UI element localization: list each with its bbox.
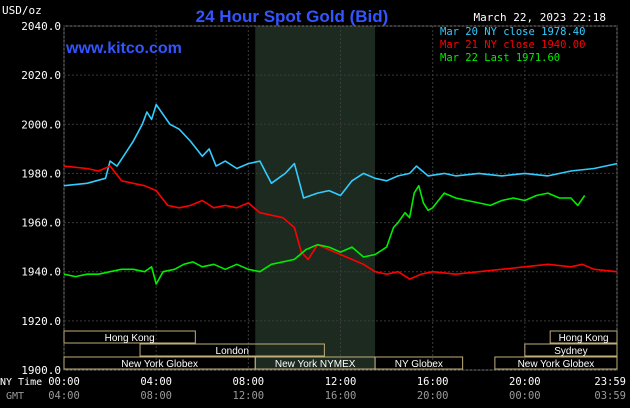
x-tick-label-ny: 16:00 (417, 376, 449, 388)
ny-time-row-label: NY Time (0, 377, 42, 388)
chart-title: 24 Hour Spot Gold (Bid) (196, 7, 389, 26)
legend-entry-mar20: Mar 20 NY close 1978.40 (440, 26, 585, 38)
x-tick-label-ny: 12:00 (325, 376, 357, 388)
y-tick-label: 2020.0 (21, 69, 61, 82)
timestamp: March 22, 2023 22:18 (474, 11, 606, 24)
x-tick-label-gmt: 00:00 (509, 390, 541, 402)
session-label: New York Globex (518, 359, 595, 370)
legend-entry-mar21: Mar 21 NY close 1940.00 (440, 39, 585, 51)
x-tick-label-ny: 20:00 (509, 376, 541, 388)
session-label: Hong Kong (105, 333, 155, 344)
session-label: NY Globex (395, 359, 443, 370)
y-tick-label: 2040.0 (21, 20, 61, 33)
x-tick-label-gmt: 16:00 (325, 390, 357, 402)
x-tick-label-ny: 23:59 (594, 376, 626, 388)
legend-entry-mar22: Mar 22 Last 1971.60 (440, 52, 560, 64)
series-line-0 (63, 103, 618, 199)
session-band (63, 330, 196, 344)
y-tick-label: 1920.0 (21, 315, 61, 328)
session-band (524, 343, 618, 357)
session-label: New York Globex (121, 359, 198, 370)
session-label: New York NYMEX (275, 359, 356, 370)
y-tick-label: 1940.0 (21, 266, 61, 279)
legend: Mar 20 NY close 1978.40 Mar 21 NY close … (440, 26, 585, 64)
y-tick-label: 1960.0 (21, 217, 61, 230)
session-band (549, 330, 618, 344)
x-tick-label-gmt: 20:00 (417, 390, 449, 402)
y-tick-label: 2000.0 (21, 118, 61, 131)
nymex-session-shade (255, 26, 376, 370)
x-tick-label-gmt: 04:00 (48, 390, 80, 402)
watermark-url: www.kitco.com (65, 40, 182, 57)
session-band (139, 343, 325, 357)
session-band (374, 356, 464, 370)
y-tick-label: 1900.0 (21, 364, 61, 377)
session-label: Hong Kong (559, 333, 609, 344)
y-axis-label: USD/oz (2, 4, 42, 17)
x-tick-label-ny: 08:00 (233, 376, 265, 388)
series-line-1 (63, 165, 618, 280)
session-label: Sydney (554, 346, 587, 357)
x-tick-label-ny: 04:00 (140, 376, 172, 388)
gmt-row-label: GMT (6, 391, 24, 402)
x-tick-label-gmt: 03:59 (594, 390, 626, 402)
session-band (494, 356, 618, 370)
y-tick-label: 1980.0 (21, 167, 61, 180)
x-tick-label-gmt: 12:00 (233, 390, 265, 402)
series-line-2 (63, 184, 586, 285)
x-tick-label-gmt: 08:00 (140, 390, 172, 402)
session-label: London (216, 346, 249, 357)
x-tick-label-ny: 00:00 (48, 376, 80, 388)
